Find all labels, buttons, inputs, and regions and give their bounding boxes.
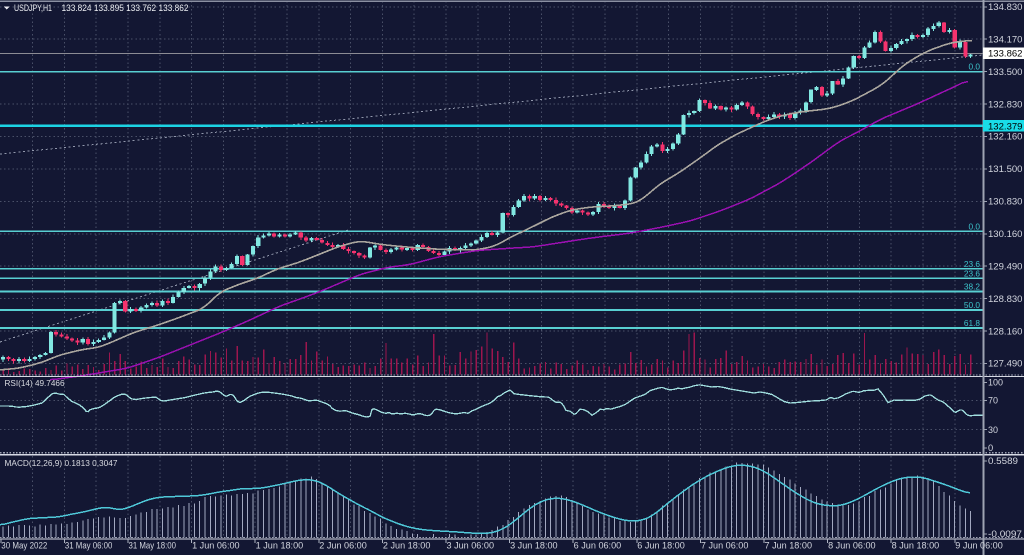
svg-text:0.0: 0.0 <box>968 221 980 231</box>
svg-text:6 Jun 06:00: 6 Jun 06:00 <box>574 541 622 551</box>
svg-text:70: 70 <box>988 396 998 406</box>
svg-text:0: 0 <box>988 443 993 453</box>
svg-text:38.2: 38.2 <box>964 282 981 292</box>
svg-text:31 May 06:00: 31 May 06:00 <box>65 541 113 551</box>
svg-text:7 Jun 06:00: 7 Jun 06:00 <box>701 541 749 551</box>
svg-text:128.160: 128.160 <box>988 326 1023 336</box>
svg-text:132.160: 132.160 <box>988 132 1023 142</box>
svg-text:31 May 18:00: 31 May 18:00 <box>129 541 177 551</box>
svg-text:134.170: 134.170 <box>988 34 1023 44</box>
svg-text:61.8: 61.8 <box>964 318 981 328</box>
svg-text:133.862: 133.862 <box>988 49 1023 59</box>
svg-text:MACD(12,26,9) 0.1813 0,3047: MACD(12,26,9) 0.1813 0,3047 <box>5 458 118 468</box>
svg-text:3 Jun 18:00: 3 Jun 18:00 <box>510 541 558 551</box>
svg-text:USDJPY,H1: USDJPY,H1 <box>14 3 52 14</box>
svg-text:130.160: 130.160 <box>988 229 1023 239</box>
svg-text:23.6: 23.6 <box>964 268 981 278</box>
svg-text:131.500: 131.500 <box>988 164 1023 174</box>
svg-text:1 Jun 06:00: 1 Jun 06:00 <box>192 541 240 551</box>
svg-text:1 Jun 18:00: 1 Jun 18:00 <box>256 541 304 551</box>
svg-text:8 Jun 06:00: 8 Jun 06:00 <box>828 541 876 551</box>
svg-text:23.6: 23.6 <box>964 259 981 269</box>
svg-text:0.0: 0.0 <box>968 62 980 72</box>
svg-text:132.830: 132.830 <box>988 99 1023 109</box>
svg-text:3 Jun 06:00: 3 Jun 06:00 <box>447 541 495 551</box>
svg-text:30: 30 <box>988 425 998 435</box>
svg-text:2 Jun 06:00: 2 Jun 06:00 <box>319 541 367 551</box>
svg-text:100: 100 <box>988 378 1003 388</box>
svg-text:2 Jun 18:00: 2 Jun 18:00 <box>383 541 431 551</box>
svg-text:133.500: 133.500 <box>988 67 1023 77</box>
svg-text:0.5589: 0.5589 <box>988 456 1018 466</box>
svg-text:6 Jun 18:00: 6 Jun 18:00 <box>637 541 685 551</box>
svg-text:129.490: 129.490 <box>988 261 1023 271</box>
svg-text:133.824 133.895 133.762 133.86: 133.824 133.895 133.762 133.862 <box>62 3 189 14</box>
svg-text:30 May 2022: 30 May 2022 <box>1 541 47 551</box>
svg-text:132.379: 132.379 <box>988 121 1023 131</box>
svg-text:9 Jun 06:00: 9 Jun 06:00 <box>955 541 1003 551</box>
svg-text:-0.0097: -0.0097 <box>988 529 1022 539</box>
svg-text:130.830: 130.830 <box>988 197 1023 207</box>
svg-text:127.490: 127.490 <box>988 359 1023 369</box>
svg-text:8 Jun 18:00: 8 Jun 18:00 <box>892 541 940 551</box>
svg-text:128.830: 128.830 <box>988 294 1023 304</box>
svg-text:50.0: 50.0 <box>964 300 981 310</box>
svg-text:7 Jun 18:00: 7 Jun 18:00 <box>765 541 813 551</box>
svg-text:134.830: 134.830 <box>988 2 1023 12</box>
svg-text:RSI(14) 49.7466: RSI(14) 49.7466 <box>5 378 65 388</box>
